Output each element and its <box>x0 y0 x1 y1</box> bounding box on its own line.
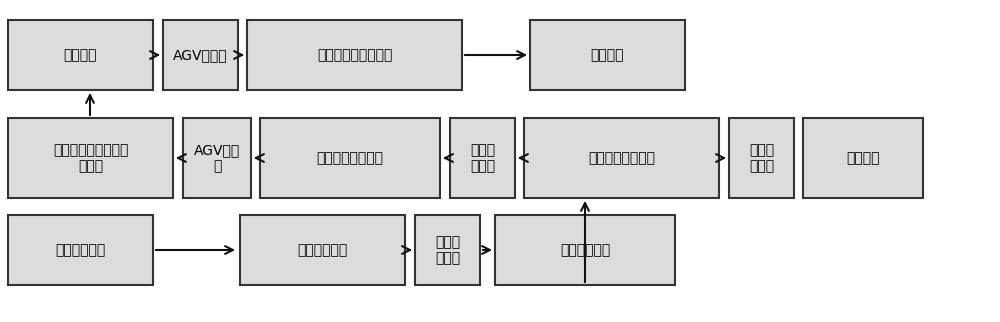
Text: 烧制装置: 烧制装置 <box>64 48 97 62</box>
Text: 入库装置: 入库装置 <box>591 48 624 62</box>
Text: AGV运输
车: AGV运输 车 <box>194 143 240 173</box>
Bar <box>240 215 405 285</box>
Bar <box>247 20 462 90</box>
Bar <box>260 118 440 198</box>
Text: 自动喂料装置: 自动喂料装置 <box>55 243 106 257</box>
Text: 皮带输
送装置: 皮带输 送装置 <box>435 235 460 265</box>
Text: AGV运输车: AGV运输车 <box>173 48 228 62</box>
Bar <box>495 215 675 285</box>
Text: 注射成型装置: 注射成型装置 <box>560 243 610 257</box>
Bar <box>524 118 719 198</box>
Bar <box>8 215 153 285</box>
Text: 低温整形、脱脂、烘
干装置: 低温整形、脱脂、烘 干装置 <box>53 143 128 173</box>
Bar <box>729 118 794 198</box>
Bar <box>8 118 173 198</box>
Bar <box>415 215 480 285</box>
Text: 原始坯体存储装置: 原始坯体存储装置 <box>316 151 384 165</box>
Text: 皮带输
送装置: 皮带输 送装置 <box>749 143 774 173</box>
Text: 皮带输
送装置: 皮带输 送装置 <box>470 143 495 173</box>
Text: 在线视觉检测装置: 在线视觉检测装置 <box>588 151 655 165</box>
Text: 自动检测、分拣装置: 自动检测、分拣装置 <box>317 48 392 62</box>
Bar <box>530 20 685 90</box>
Text: 回收装置: 回收装置 <box>846 151 880 165</box>
Bar <box>183 118 251 198</box>
Bar <box>8 20 153 90</box>
Bar <box>163 20 238 90</box>
Bar <box>450 118 515 198</box>
Bar <box>803 118 923 198</box>
Text: 喂料存储装置: 喂料存储装置 <box>297 243 348 257</box>
